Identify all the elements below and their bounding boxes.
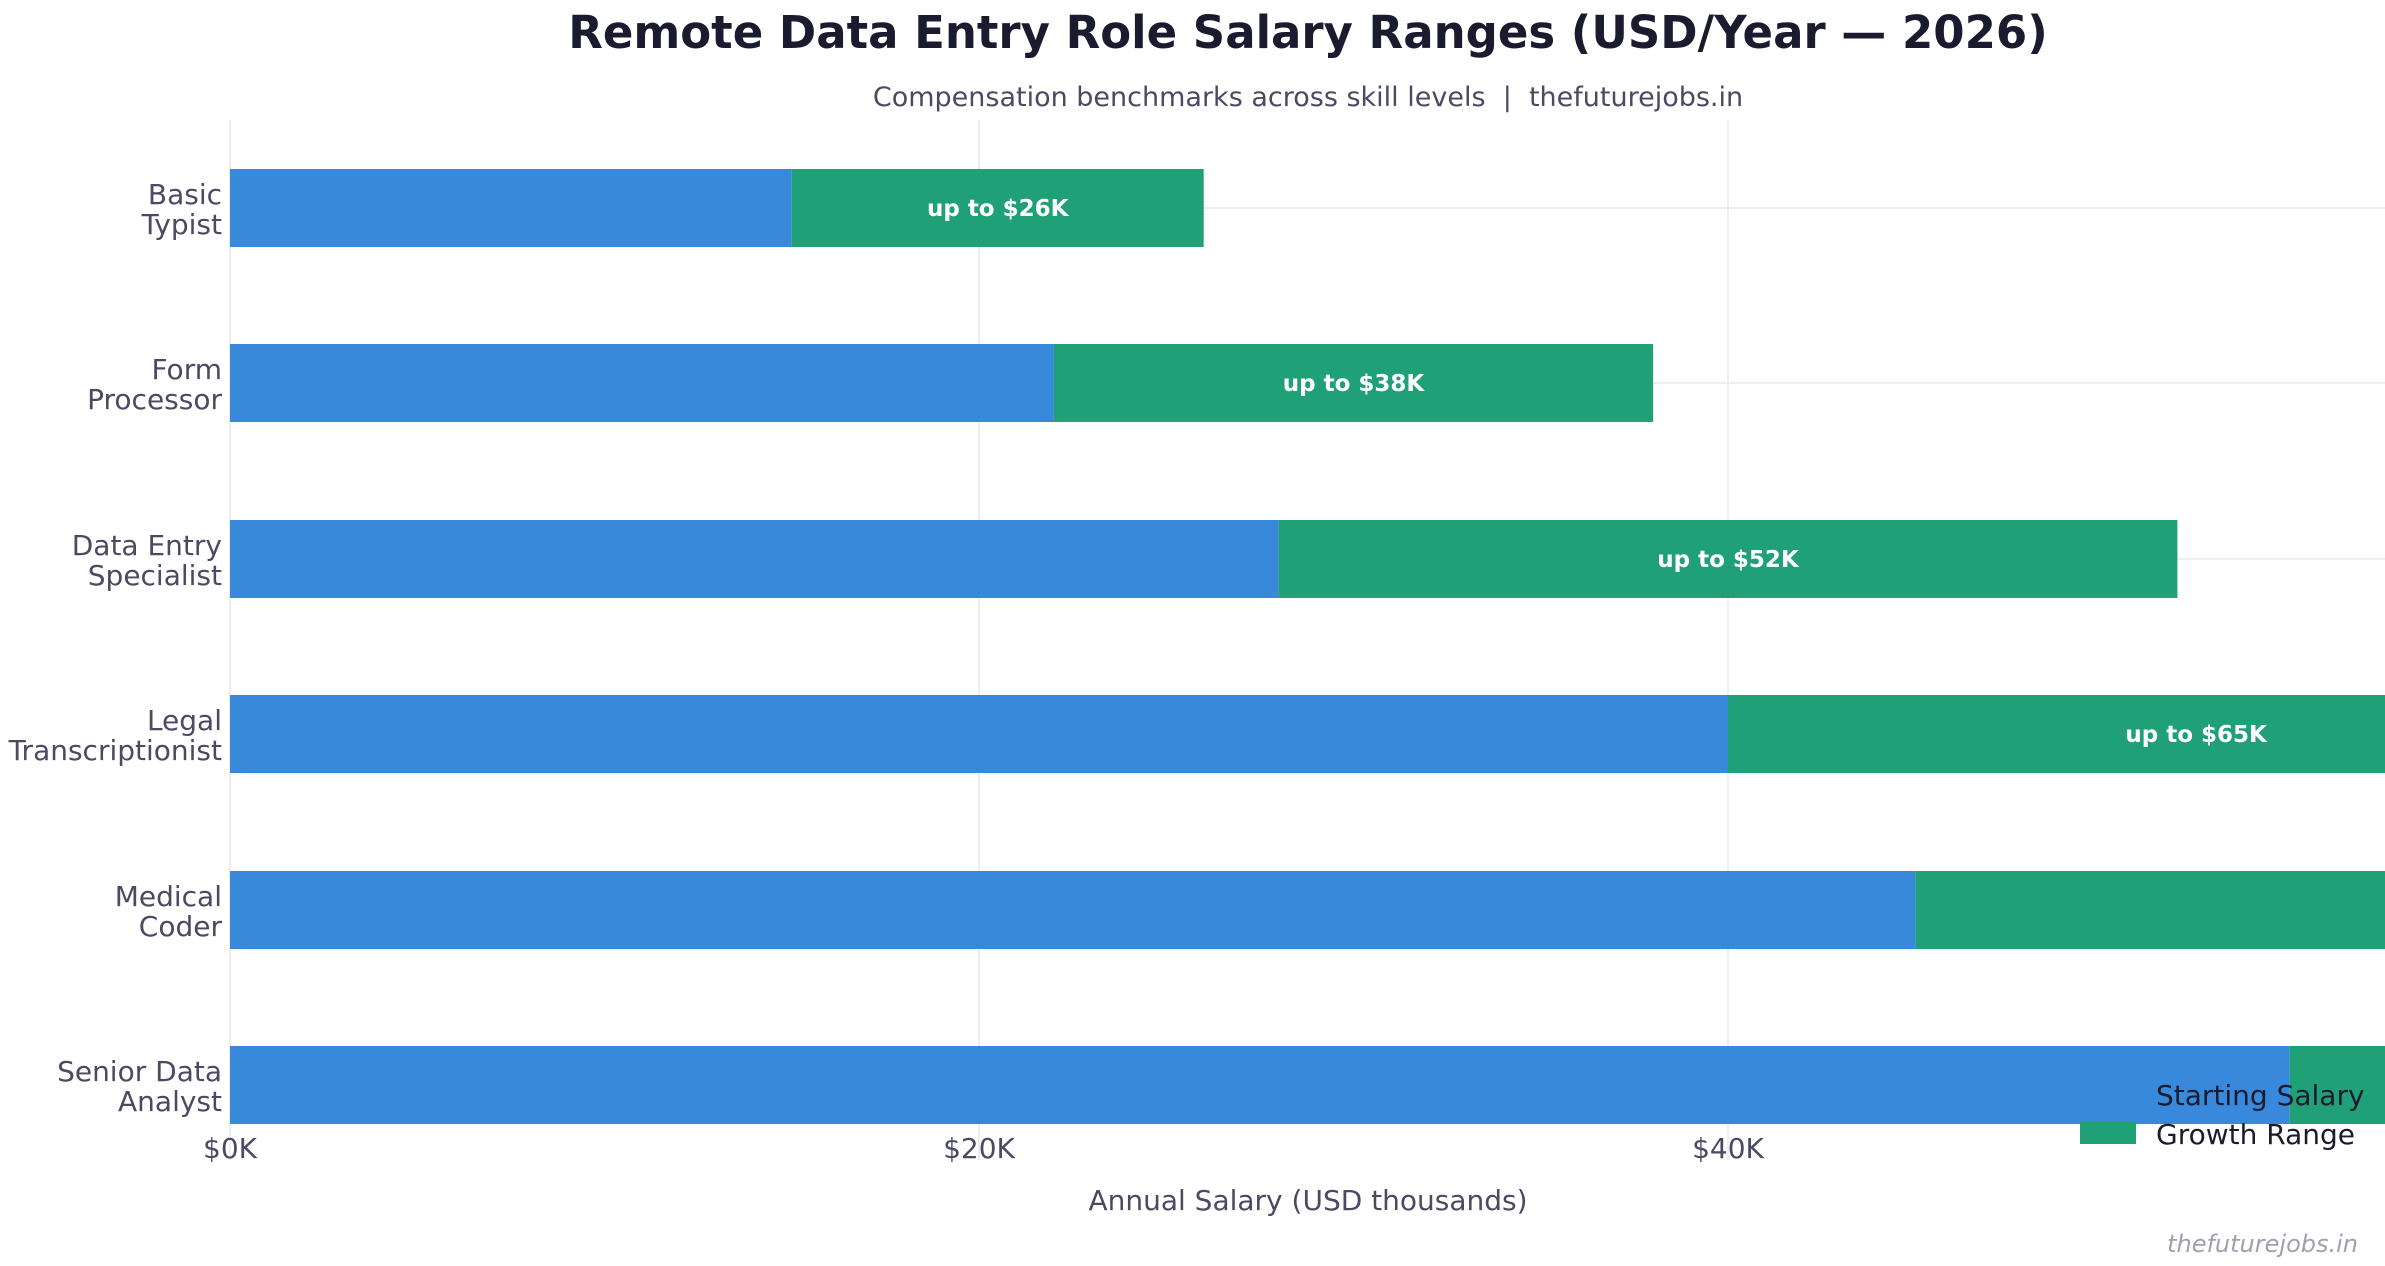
bar-growth-range — [791, 169, 1204, 247]
x-axis-label: Annual Salary (USD thousands) — [1088, 1184, 1527, 1217]
legend-label-growth-range: Growth Range — [2156, 1118, 2355, 1151]
watermark: thefuturejobs.in — [2167, 1230, 2358, 1258]
bar-growth-range — [1915, 871, 2385, 949]
bar-starting-salary — [230, 1046, 2290, 1124]
x-tick-labels: $0K$20K$40K$60K$80K$100K — [203, 1132, 1765, 1165]
bar-growth-range — [2289, 1046, 2385, 1124]
legend-swatch-growth-range — [2080, 1122, 2136, 1144]
bar-growth-range — [1053, 344, 1654, 422]
data-label: up to $26K — [927, 196, 1070, 222]
bar-growth-range — [1728, 695, 2385, 773]
category-label: Form Processor — [87, 353, 222, 416]
x-tick-label: $20K — [943, 1132, 1015, 1165]
bars: up to $26K up to $38K up to $52K up to $65K… — [230, 169, 2385, 1124]
chart-title: Remote Data Entry Role Salary Ranges (US… — [568, 6, 2048, 59]
x-tick-label: $40K — [1692, 1132, 1764, 1165]
bar-starting-salary — [230, 871, 1916, 949]
bar-starting-salary — [230, 520, 1279, 598]
legend-label-starting-salary: Starting Salary — [2156, 1079, 2365, 1112]
bar-starting-salary — [230, 695, 1728, 773]
bar-growth-range — [1278, 520, 2178, 598]
legend-swatch-starting-salary — [2080, 1083, 2136, 1105]
chart-subtitle: Compensation benchmarks across skill lev… — [873, 82, 1743, 113]
grid-lines — [229, 120, 2385, 1160]
category-label: Senior Data Analyst — [57, 1055, 222, 1118]
category-labels: Basic Typist Form Processor Data Entry Specia… — [8, 178, 223, 1118]
category-label: Legal Transcriptionist — [8, 704, 222, 767]
category-label: Data Entry Specialist — [72, 529, 222, 592]
bar-starting-salary — [230, 344, 1054, 422]
legend: Starting Salary Growth Range — [2080, 1079, 2365, 1151]
data-label: up to $65K — [2125, 722, 2268, 748]
data-label: up to $52K — [1657, 547, 1800, 573]
category-label: Medical Coder — [115, 880, 223, 943]
data-label: up to $38K — [1283, 371, 1426, 397]
x-tick-label: $0K — [203, 1132, 258, 1165]
bar-starting-salary — [230, 169, 792, 247]
category-label: Basic Typist — [141, 178, 222, 241]
